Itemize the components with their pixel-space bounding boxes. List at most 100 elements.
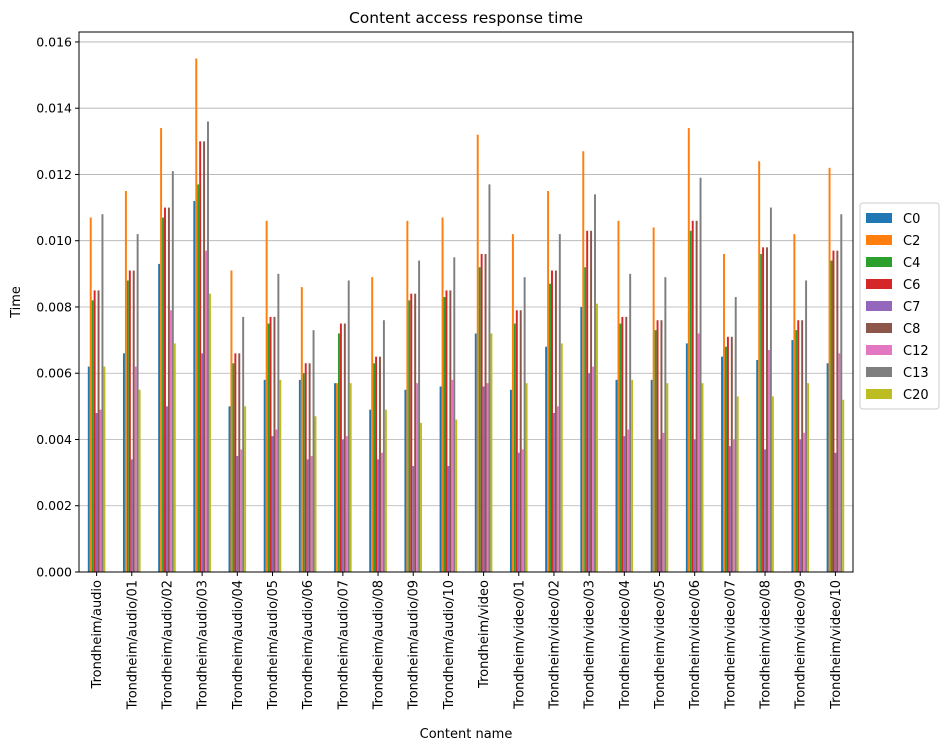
bar-c0 [334,383,337,572]
bar-c7 [588,373,591,572]
bar-c20 [736,396,739,572]
bar-c12 [486,383,489,572]
bar-c0 [685,343,688,572]
bar-c4 [478,267,481,572]
legend-label: C13 [903,366,929,381]
bar-c7 [834,452,837,572]
bar-c4 [760,253,763,572]
bar-c2 [89,217,92,572]
bar-c8 [449,290,452,572]
bar-c2 [617,220,620,572]
bar-c6 [691,220,694,572]
bar-c4 [654,330,657,572]
bar-c8 [203,141,206,572]
bar-c20 [701,383,704,572]
bar-c7 [130,459,133,572]
x-tick-label: Trondheim/video [477,580,492,689]
bar-c4 [232,363,235,572]
x-tick-label: Trondheim/video/08 [759,580,774,710]
bar-c2 [195,58,198,572]
x-tick-label: Trondheim/audio/02 [160,580,175,710]
x-tick-label: Trondheim/audio/06 [301,580,316,710]
bar-c13 [418,260,421,572]
bar-c20 [490,333,493,572]
bar-c13 [769,207,772,572]
bar-c7 [517,452,520,572]
bar-c6 [832,250,835,572]
bar-c20 [525,383,528,572]
bar-c6 [269,316,272,572]
bar-c8 [167,207,170,572]
plot-frame [78,31,854,573]
bar-c6 [445,290,448,572]
bar-c6 [726,336,729,572]
bar-c0 [721,356,724,572]
bar-c20 [631,379,634,572]
bar-c13 [277,273,280,572]
bar-c12 [732,439,735,572]
legend-swatch-c4 [866,257,892,267]
bar-c13 [594,194,596,572]
bar-c0 [369,409,372,572]
bar-c12 [556,406,559,572]
legend-swatch-c8 [866,323,892,333]
bar-c4 [584,267,587,572]
x-tick-label: Trondheim/video/01 [512,580,527,710]
bar-c7 [377,459,380,572]
bar-c20 [560,343,563,572]
legend-label: C20 [903,388,929,403]
x-tick-label: Trondheim/video/02 [547,580,562,710]
bar-c6 [515,310,518,572]
bar-c2 [265,220,268,572]
bar-c8 [238,353,241,572]
bar-c6 [797,320,800,572]
bar-c2 [124,191,127,572]
legend-label: C8 [903,322,920,337]
legend-swatch-c13 [866,367,892,377]
bar-c7 [306,459,309,572]
bar-c12 [838,353,841,572]
bar-c4 [91,300,94,572]
bar-c8 [132,270,135,572]
bar-c8 [766,247,768,572]
bar-c6 [128,270,131,572]
legend-swatch-c0 [866,213,892,223]
bar-c0 [158,263,161,572]
legend-swatch-c7 [866,301,892,311]
bar-c13 [136,234,139,572]
legend-label: C7 [903,300,920,315]
y-axis-label: Time [9,286,24,319]
x-axis: Trondheim/audio Trondheim/audio/01 Trondhe… [90,572,844,710]
x-tick-label: Trondheim/audio/07 [336,580,351,710]
bars [87,58,845,572]
bar-c7 [799,439,802,572]
bar-c7 [236,456,239,572]
bar-c7 [658,439,661,572]
x-tick-label: Trondheim/audio/08 [372,580,387,710]
chart-title: Content access response time [349,9,583,27]
y-tick-label: 0.012 [36,167,72,182]
x-tick-label: Trondheim/video/03 [583,580,598,710]
bar-c20 [455,419,458,572]
bar-c20 [771,396,774,572]
bar-c7 [341,439,344,572]
bar-c8 [836,250,839,572]
x-tick-label: Trondheim/video/10 [829,580,844,710]
legend-swatch-c2 [866,235,892,245]
bar-c20 [807,383,810,572]
bar-c7 [201,353,204,572]
bar-c4 [549,283,552,572]
bar-c7 [165,406,168,572]
bar-c4 [302,373,305,572]
x-tick-label: Trondheim/audio/10 [442,580,457,710]
bar-c8 [730,336,733,572]
bar-c2 [160,128,163,572]
legend-label: C0 [903,212,920,227]
bar-c13 [101,214,104,572]
bar-c6 [304,363,307,572]
bar-c0 [474,333,477,572]
bar-c2 [300,287,303,572]
bar-c13 [629,273,632,572]
